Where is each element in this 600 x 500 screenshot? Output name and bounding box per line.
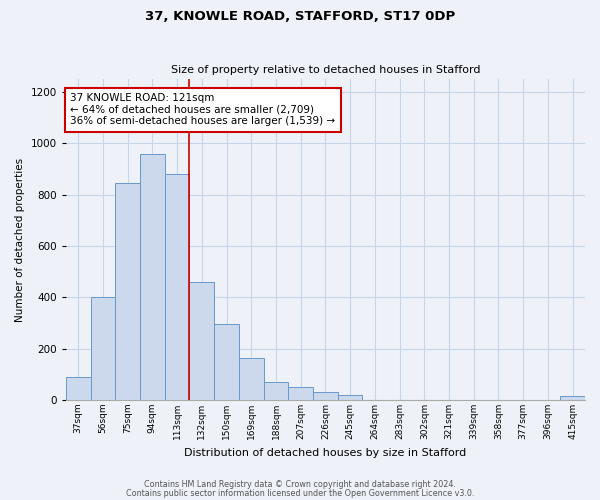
Bar <box>115 183 140 400</box>
Text: 37, KNOWLE ROAD, STAFFORD, ST17 0DP: 37, KNOWLE ROAD, STAFFORD, ST17 0DP <box>145 10 455 23</box>
Bar <box>313 392 338 400</box>
Title: Size of property relative to detached houses in Stafford: Size of property relative to detached ho… <box>170 66 480 76</box>
Text: 37 KNOWLE ROAD: 121sqm
← 64% of detached houses are smaller (2,709)
36% of semi-: 37 KNOWLE ROAD: 121sqm ← 64% of detached… <box>70 93 335 126</box>
Text: Contains public sector information licensed under the Open Government Licence v3: Contains public sector information licen… <box>126 488 474 498</box>
Bar <box>66 377 91 400</box>
Bar <box>140 154 165 400</box>
Bar <box>165 174 190 400</box>
Y-axis label: Number of detached properties: Number of detached properties <box>15 158 25 322</box>
Bar <box>190 282 214 400</box>
X-axis label: Distribution of detached houses by size in Stafford: Distribution of detached houses by size … <box>184 448 467 458</box>
Text: Contains HM Land Registry data © Crown copyright and database right 2024.: Contains HM Land Registry data © Crown c… <box>144 480 456 489</box>
Bar <box>263 382 289 400</box>
Bar <box>214 324 239 400</box>
Bar <box>560 396 585 400</box>
Bar <box>289 387 313 400</box>
Bar <box>338 395 362 400</box>
Bar <box>91 298 115 400</box>
Bar <box>239 358 263 400</box>
